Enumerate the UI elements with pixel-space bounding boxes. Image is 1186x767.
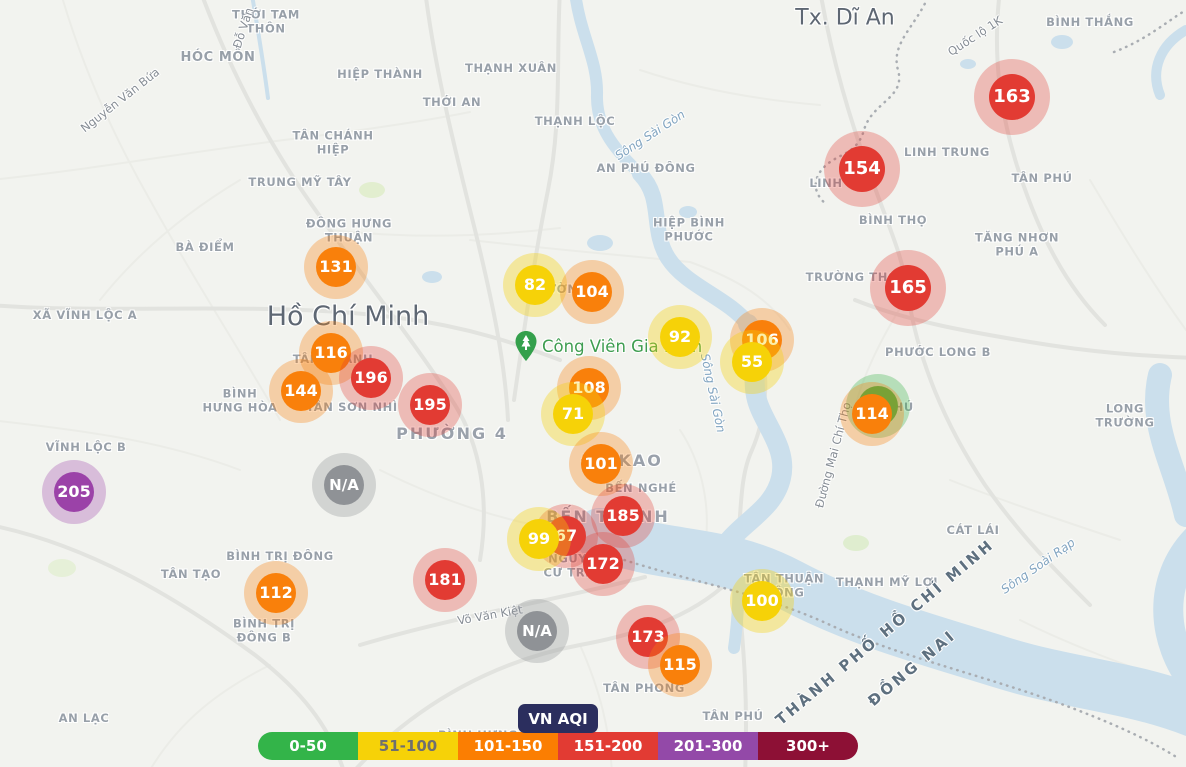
place-label: PHƯỚC LONG B (885, 344, 991, 359)
place-label: LONG TRƯỜNG (1095, 401, 1155, 430)
aqi-marker-value: 205 (54, 472, 94, 512)
aqi-marker-value: 92 (660, 317, 700, 357)
aqi-marker-value: 185 (603, 496, 643, 536)
aqi-marker-value: 173 (628, 617, 668, 657)
aqi-marker-value: 172 (583, 544, 623, 584)
place-label: BÌNH TRỊ ĐÔNG B (232, 616, 296, 645)
place-label: BÌNH THẮNG (1046, 14, 1134, 29)
place-label: LINH TRUNG (904, 144, 990, 159)
aqi-marker-value: 144 (281, 371, 321, 411)
place-label: Tx. Dĩ An (795, 5, 895, 31)
legend-range: 0-50 (258, 732, 358, 760)
place-label: HIỆP THÀNH (337, 66, 423, 81)
vn-aqi-badge: VN AQI (518, 704, 598, 733)
aqi-marker-value: 100 (742, 581, 782, 621)
place-label: THẠNH XUÂN (465, 60, 557, 75)
place-label: TÂN PHÚ (1011, 170, 1073, 185)
place-label: TÂN CHÁNH HIỆP (292, 128, 374, 157)
place-label: THỚI AN (422, 94, 482, 109)
legend-range: 101-150 (458, 732, 558, 760)
legend-range: 151-200 (558, 732, 658, 760)
legend-range: 300+ (758, 732, 858, 760)
place-label: THẠNH LỘC (534, 113, 616, 128)
place-label: Hồ Chí Minh (266, 301, 430, 333)
aqi-marker-value: 181 (425, 560, 465, 600)
aqi-marker-value: 71 (553, 394, 593, 434)
place-label: AN PHÚ ĐÔNG (596, 160, 696, 175)
place-label: HIỆP BÌNH PHƯỚC (653, 215, 725, 244)
place-label: VĨNH LỘC B (45, 439, 127, 454)
aqi-marker-value: 55 (732, 342, 772, 382)
place-label: LINH (809, 175, 843, 190)
place-label: CÁT LÁI (946, 522, 1000, 537)
aqi-marker-value: N/A (517, 611, 557, 651)
park-pin-icon (515, 331, 537, 361)
place-label: BÌNH HƯNG HÒA (202, 386, 278, 415)
aqi-marker-value: 82 (515, 265, 555, 305)
aqi-marker-value: 196 (351, 358, 391, 398)
place-label: PHƯỜNG 4 (396, 424, 508, 443)
aqi-marker-value: 163 (989, 74, 1035, 120)
place-label: BẾN NGHÉ (605, 480, 677, 495)
aqi-marker-value: N/A (324, 465, 364, 505)
place-label: HÓC MÔN (180, 49, 256, 65)
place-label: AN LẠC (58, 710, 110, 725)
place-label: TÂN PHONG (603, 680, 685, 695)
place-label: BÀ ĐIỂM (175, 239, 235, 254)
aqi-marker-value: 115 (660, 645, 700, 685)
place-label: TÂN PHÚ (702, 708, 764, 723)
place-label: TÂN TẠO (160, 566, 222, 581)
aqi-marker-value: 131 (316, 247, 356, 287)
aqi-marker-value: 114 (852, 394, 892, 434)
aqi-marker-value: 99 (519, 519, 559, 559)
place-label: THẠNH MỸ LỢI (835, 574, 939, 589)
aqi-marker-value: 101 (581, 444, 621, 484)
aqi-marker-value: 116 (311, 333, 351, 373)
legend-range: 51-100 (358, 732, 458, 760)
aqi-marker-value: 165 (885, 265, 931, 311)
place-label: TRUNG MỸ TÂY (248, 174, 352, 189)
legend-range: 201-300 (658, 732, 758, 760)
place-label: BÌNH THỌ (858, 212, 928, 227)
aqi-marker-value: 195 (410, 385, 450, 425)
place-label: TĂNG NHƠN PHÚ A (974, 230, 1060, 259)
aqi-marker-value: 112 (256, 573, 296, 613)
place-label: ĐÔNG HƯNG THUẬN (305, 216, 393, 245)
place-label: XÃ VĨNH LỘC A (32, 307, 138, 322)
place-label: THỚI TAM THÔN (232, 7, 300, 36)
aqi-legend: 0-50 51-100 101-150 151-200 201-300 300+ (258, 732, 858, 760)
place-label: BÌNH TRỊ ĐÔNG (226, 548, 334, 563)
aqi-marker-value: 104 (572, 272, 612, 312)
aqi-marker-value: 154 (839, 146, 885, 192)
